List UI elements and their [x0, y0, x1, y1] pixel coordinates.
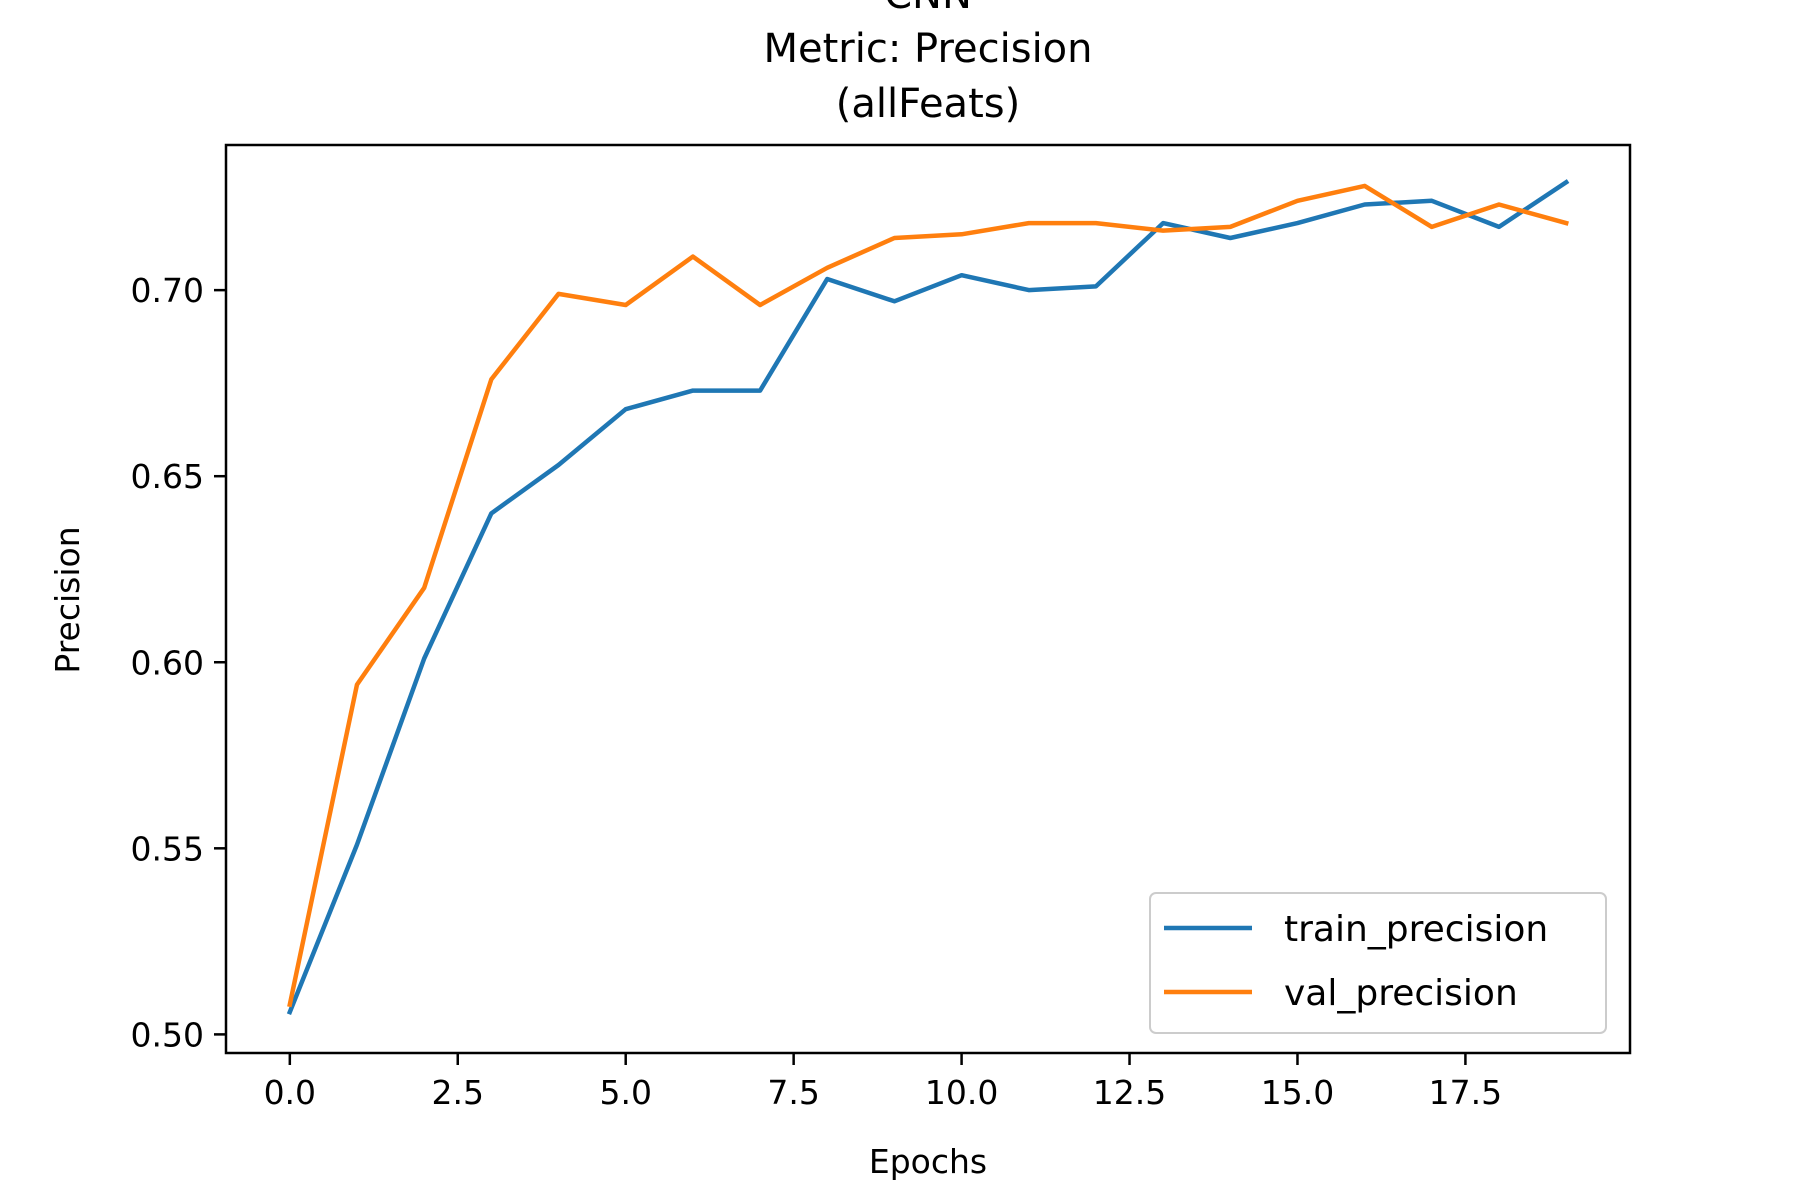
- x-tick-label: 15.0: [1261, 1073, 1334, 1112]
- series-line-train-precision: [286, 179, 1570, 1016]
- x-axis-ticks: 0.0 2.5 5.0 7.5 10.0 12.5 15.0 17.5: [264, 1053, 1502, 1112]
- y-tick-label: 0.70: [131, 271, 204, 310]
- x-tick-label: 10.0: [925, 1073, 998, 1112]
- legend: train_precision val_precision: [1149, 892, 1607, 1034]
- y-tick-label: 0.65: [131, 457, 204, 496]
- y-axis-ticks: 0.50 0.55 0.60 0.65 0.70: [131, 271, 226, 1054]
- x-tick-label: 17.5: [1429, 1073, 1502, 1112]
- x-tick-label: 12.5: [1093, 1073, 1166, 1112]
- x-axis-label: Epochs: [869, 1142, 987, 1181]
- x-tick-label: 5.0: [599, 1073, 651, 1112]
- legend-label-val-precision: val_precision: [1284, 973, 1518, 1014]
- plot-lines: [286, 179, 1570, 1016]
- y-axis-label: Precision: [48, 526, 87, 673]
- x-tick-label: 0.0: [264, 1073, 316, 1112]
- legend-box: [1149, 892, 1607, 1034]
- title-line-3: (allFeats): [836, 81, 1020, 127]
- x-tick-label: 7.5: [767, 1073, 819, 1112]
- chart-title: CNN Metric: Precision (allFeats): [763, 0, 1092, 127]
- title-line-2: Metric: Precision: [763, 26, 1092, 72]
- x-tick-label: 2.5: [432, 1073, 484, 1112]
- title-line-1: CNN: [884, 0, 972, 18]
- series-line-val-precision: [287, 183, 1569, 1008]
- y-tick-label: 0.50: [131, 1015, 204, 1054]
- y-tick-label: 0.55: [131, 829, 204, 868]
- legend-label-train-precision: train_precision: [1284, 909, 1548, 950]
- plot-frame: [224, 143, 1632, 1055]
- y-tick-label: 0.60: [131, 643, 204, 682]
